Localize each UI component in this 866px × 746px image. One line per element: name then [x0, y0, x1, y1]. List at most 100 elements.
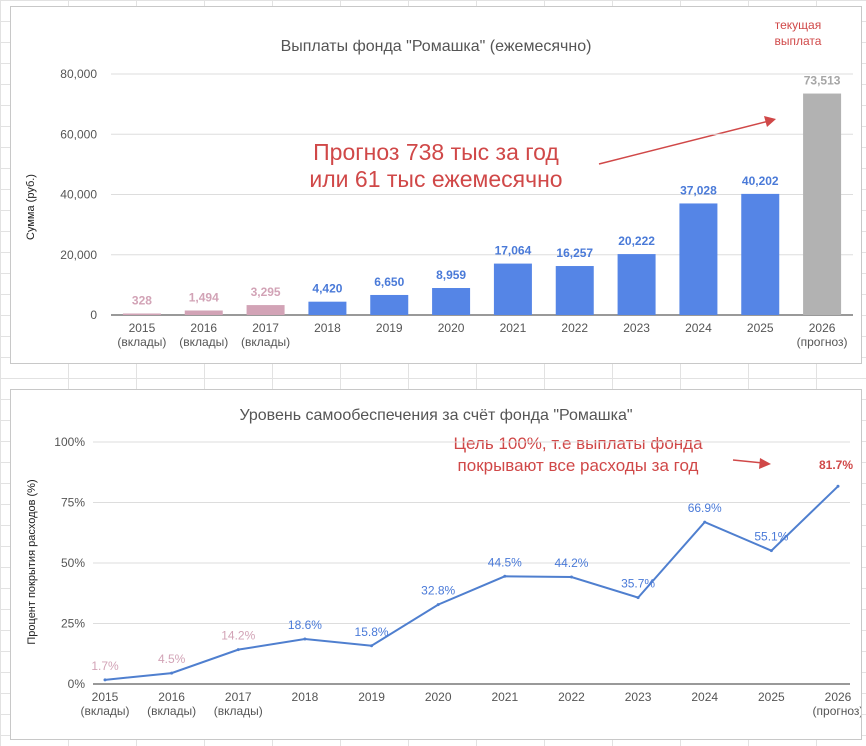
coverage-value-label: 18.6% [288, 618, 322, 632]
coverage-x-tick-label: 2026 [825, 690, 852, 704]
payments-y-tick-label: 20,000 [60, 248, 97, 262]
coverage-x-tick-sublabel: (прогноз) [813, 704, 861, 718]
coverage-point-2025 [769, 549, 773, 553]
forecast-annotation-line2: или 61 тыс ежемесячно [309, 166, 562, 192]
coverage-x-tick-sublabel: (вклады) [80, 704, 129, 718]
payments-x-tick-sublabel: (прогноз) [797, 335, 848, 349]
coverage-value-label: 32.8% [421, 584, 455, 598]
payments-bar-2019 [370, 294, 409, 315]
coverage-value-label: 4.5% [158, 652, 186, 666]
coverage-point-2024 [703, 520, 707, 524]
coverage-x-tick-label: 2021 [491, 690, 518, 704]
payments-x-tick-label: 2022 [561, 321, 588, 335]
coverage-value-label: 44.2% [554, 556, 588, 570]
coverage-point-2017 [236, 648, 240, 652]
payments-x-tick-label: 2026 [809, 321, 836, 335]
coverage-y-tick-label: 50% [61, 556, 85, 570]
goal-annotation-line2: покрывают все расходы за год [458, 456, 699, 475]
payments-value-label: 8,959 [436, 268, 466, 282]
forecast-annotation-line1: Прогноз 738 тыс за год [313, 139, 559, 165]
payments-bar-2016 [184, 310, 223, 315]
coverage-x-tick-sublabel: (вклады) [214, 704, 263, 718]
coverage-value-label: 44.5% [488, 555, 522, 569]
coverage-x-tick-label: 2019 [358, 690, 385, 704]
coverage-value-label: 35.7% [621, 577, 655, 591]
coverage-x-tick-label: 2022 [558, 690, 585, 704]
coverage-series-line [104, 485, 839, 681]
payments-bar-2020 [432, 288, 471, 315]
payments-y-axis-label: Сумма (руб.) [25, 174, 37, 240]
payments-bar-2024 [679, 203, 718, 315]
coverage-x-tick-sublabel: (вклады) [147, 704, 196, 718]
coverage-value-label: 14.2% [221, 629, 255, 643]
payments-bar-2026 [803, 93, 842, 315]
payments-x-tick-label: 2023 [623, 321, 650, 335]
coverage-x-tick-label: 2015 [92, 690, 119, 704]
coverage-value-label: 1.7% [91, 659, 119, 673]
payments-value-label: 20,222 [618, 234, 655, 248]
payments-y-tick-label: 40,000 [60, 188, 97, 202]
payments-bar-2021 [493, 263, 532, 315]
payments-y-tick-label: 0 [90, 308, 97, 322]
coverage-value-label: 66.9% [688, 501, 722, 515]
coverage-point-2016 [170, 671, 174, 675]
goal-annotation-line1: Цель 100%, т.е выплаты фонда [453, 434, 703, 453]
coverage-point-2020 [436, 603, 440, 607]
payments-value-label: 4,420 [312, 282, 342, 296]
payments-bar-2018 [308, 301, 347, 315]
payments-x-tick-label: 2018 [314, 321, 341, 335]
coverage-line-chart: Уровень самообеспечения за счёт фонда "Р… [26, 407, 861, 718]
coverage-point-2018 [303, 637, 307, 641]
coverage-x-tick-label: 2025 [758, 690, 785, 704]
payments-value-label: 16,257 [556, 246, 593, 260]
payments-bar-chart: Выплаты фонда "Ромашка" (ежемесячно) Сум… [25, 18, 853, 349]
coverage-x-tick-label: 2016 [158, 690, 185, 704]
payments-x-tick-label: 2016 [190, 321, 217, 335]
current-payment-annotation-line2: выплата [775, 34, 822, 48]
coverage-point-2015 [103, 678, 107, 682]
payments-x-tick-label: 2020 [438, 321, 465, 335]
payments-bar-2023 [617, 254, 656, 315]
coverage-x-tick-label: 2023 [625, 690, 652, 704]
coverage-point-2019 [370, 644, 374, 648]
goal-annotation-arrowhead [759, 458, 771, 469]
payments-x-tick-label: 2024 [685, 321, 712, 335]
forecast-annotation-arrowhead [764, 116, 776, 127]
coverage-x-tick-label: 2024 [691, 690, 718, 704]
payments-value-label: 1,494 [189, 290, 219, 304]
payments-x-tick-sublabel: (вклады) [241, 335, 290, 349]
current-payment-annotation-line1: текущая [775, 18, 821, 32]
coverage-y-tick-label: 25% [61, 617, 85, 631]
payments-chart-panel: Выплаты фонда "Ромашка" (ежемесячно) Сум… [10, 6, 862, 364]
payments-x-tick-label: 2019 [376, 321, 403, 335]
coverage-point-2022 [569, 575, 573, 579]
coverage-value-label: 15.8% [355, 625, 389, 639]
payments-value-label: 17,064 [495, 244, 532, 258]
payments-x-tick-sublabel: (вклады) [179, 335, 228, 349]
coverage-value-label: 55.1% [754, 530, 788, 544]
payments-chart-title: Выплаты фонда "Ромашка" (ежемесячно) [281, 38, 592, 55]
payments-x-tick-label: 2025 [747, 321, 774, 335]
coverage-x-tick-label: 2020 [425, 690, 452, 704]
payments-value-label: 37,028 [680, 183, 717, 197]
coverage-point-2023 [636, 596, 640, 600]
payments-value-label: 40,202 [742, 174, 779, 188]
payments-value-label: 6,650 [374, 275, 404, 289]
coverage-y-tick-label: 75% [61, 496, 85, 510]
coverage-x-tick-label: 2017 [225, 690, 252, 704]
coverage-chart-panel: Уровень самообеспечения за счёт фонда "Р… [10, 389, 862, 740]
goal-annotation-arrow [732, 459, 764, 464]
payments-x-tick-label: 2021 [500, 321, 527, 335]
payments-y-tick-label: 80,000 [60, 67, 97, 81]
payments-y-tick-label: 60,000 [60, 127, 97, 141]
coverage-value-label: 81.7% [819, 458, 853, 472]
forecast-annotation-arrow [598, 120, 770, 165]
coverage-y-tick-label: 0% [68, 677, 86, 691]
payments-bar-2017 [246, 305, 285, 315]
coverage-x-tick-label: 2018 [292, 690, 319, 704]
payments-value-label: 328 [132, 294, 152, 308]
coverage-point-2021 [503, 574, 507, 578]
payments-bar-2025 [741, 193, 780, 315]
payments-bar-2015 [122, 313, 161, 315]
payments-x-tick-sublabel: (вклады) [117, 335, 166, 349]
